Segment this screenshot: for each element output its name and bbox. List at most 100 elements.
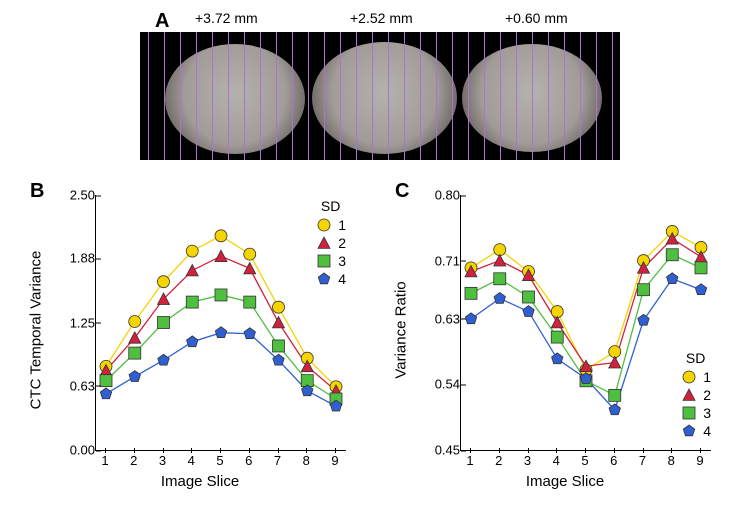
series-marker bbox=[523, 291, 535, 303]
series-marker bbox=[273, 340, 285, 352]
series-marker bbox=[666, 249, 678, 261]
slice-vline bbox=[500, 32, 501, 160]
series-marker bbox=[129, 371, 140, 382]
series-marker bbox=[215, 230, 227, 242]
xtick: 5 bbox=[210, 453, 230, 468]
xtick: 9 bbox=[690, 453, 710, 468]
slice-vline bbox=[148, 32, 149, 160]
panel-a-image bbox=[140, 32, 620, 160]
slice-vline bbox=[164, 32, 165, 160]
series-line bbox=[106, 333, 336, 406]
legend-label: 4 bbox=[703, 423, 711, 439]
slice-vline bbox=[420, 32, 421, 160]
slice-label: +3.72 mm bbox=[195, 10, 258, 26]
series-marker bbox=[609, 389, 621, 401]
series-marker bbox=[158, 276, 170, 288]
legend-title: SD bbox=[315, 198, 346, 214]
brain-slice bbox=[165, 44, 305, 154]
slice-vline bbox=[484, 32, 485, 160]
panel-a-label: A bbox=[155, 10, 169, 33]
legend-label: 1 bbox=[703, 369, 711, 385]
panel-b-ylabel: CTC Temporal Variance bbox=[28, 251, 45, 410]
series-marker bbox=[695, 262, 707, 274]
slice-vline bbox=[228, 32, 229, 160]
series-marker bbox=[186, 264, 198, 275]
series-marker bbox=[609, 357, 621, 368]
slice-vline bbox=[548, 32, 549, 160]
series-marker bbox=[494, 255, 506, 266]
series-marker bbox=[494, 292, 505, 303]
panel-c-ylabel: Variance Ratio bbox=[393, 281, 410, 378]
slice-vline bbox=[612, 32, 613, 160]
ytick: 0.00 bbox=[65, 443, 95, 458]
series-marker bbox=[186, 296, 198, 308]
legend-item: 1 bbox=[680, 368, 711, 386]
panel-b-svg bbox=[96, 195, 346, 450]
slice-label: +2.52 mm bbox=[350, 10, 413, 26]
xtick: 2 bbox=[124, 453, 144, 468]
legend-item: 4 bbox=[680, 422, 711, 440]
ytick: 0.71 bbox=[430, 253, 460, 268]
slice-vline bbox=[372, 32, 373, 160]
series-marker bbox=[215, 289, 227, 301]
ytick: 1.88 bbox=[65, 251, 95, 266]
series-marker bbox=[129, 347, 141, 359]
xtick: 5 bbox=[575, 453, 595, 468]
series-marker bbox=[273, 317, 285, 328]
series-marker bbox=[552, 353, 563, 364]
legend-label: 2 bbox=[338, 235, 346, 251]
panel-c-chart: Variance Ratio Image Slice 0.450.540.630… bbox=[405, 180, 725, 480]
slice-vline bbox=[292, 32, 293, 160]
series-marker bbox=[244, 248, 256, 260]
ytick: 1.25 bbox=[65, 315, 95, 330]
ytick: 0.45 bbox=[430, 443, 460, 458]
panel-c-xlabel: Image Slice bbox=[526, 473, 604, 490]
legend-item: 1 bbox=[315, 216, 346, 234]
legend-label: 3 bbox=[703, 405, 711, 421]
slice-vline bbox=[388, 32, 389, 160]
series-marker bbox=[100, 375, 112, 387]
legend-item: 2 bbox=[680, 386, 711, 404]
xtick: 7 bbox=[633, 453, 653, 468]
xtick: 2 bbox=[489, 453, 509, 468]
xtick: 4 bbox=[181, 453, 201, 468]
series-marker bbox=[695, 284, 706, 295]
slice-label: +0.60 mm bbox=[505, 10, 568, 26]
xtick: 4 bbox=[546, 453, 566, 468]
legend-label: 4 bbox=[338, 271, 346, 287]
legend: SD 1 2 3 4 bbox=[680, 350, 711, 440]
slice-vline bbox=[580, 32, 581, 160]
xtick: 6 bbox=[239, 453, 259, 468]
slice-vline bbox=[244, 32, 245, 160]
xtick: 8 bbox=[296, 453, 316, 468]
slice-vline bbox=[596, 32, 597, 160]
slice-vline bbox=[308, 32, 309, 160]
slice-vline bbox=[260, 32, 261, 160]
ytick: 2.50 bbox=[65, 188, 95, 203]
slice-vline bbox=[196, 32, 197, 160]
slice-vline bbox=[340, 32, 341, 160]
legend-title: SD bbox=[680, 350, 711, 366]
series-marker bbox=[187, 336, 198, 347]
ytick: 0.63 bbox=[65, 378, 95, 393]
slice-vline bbox=[356, 32, 357, 160]
slice-vline bbox=[516, 32, 517, 160]
slice-vline bbox=[404, 32, 405, 160]
legend-item: 3 bbox=[315, 252, 346, 270]
series-marker bbox=[129, 315, 141, 327]
legend: SD 1 2 3 4 bbox=[315, 198, 346, 288]
panel-b-chart: CTC Temporal Variance Image Slice 0.000.… bbox=[40, 180, 360, 480]
series-marker bbox=[100, 388, 111, 399]
xtick: 1 bbox=[95, 453, 115, 468]
slice-vline bbox=[324, 32, 325, 160]
legend-label: 2 bbox=[703, 387, 711, 403]
slice-vline bbox=[452, 32, 453, 160]
legend-item: 2 bbox=[315, 234, 346, 252]
slice-vline bbox=[212, 32, 213, 160]
series-marker bbox=[695, 251, 707, 262]
series-marker bbox=[465, 313, 476, 324]
series-line bbox=[471, 279, 701, 410]
series-marker bbox=[158, 317, 170, 329]
slice-vline bbox=[436, 32, 437, 160]
ytick: 0.54 bbox=[430, 377, 460, 392]
